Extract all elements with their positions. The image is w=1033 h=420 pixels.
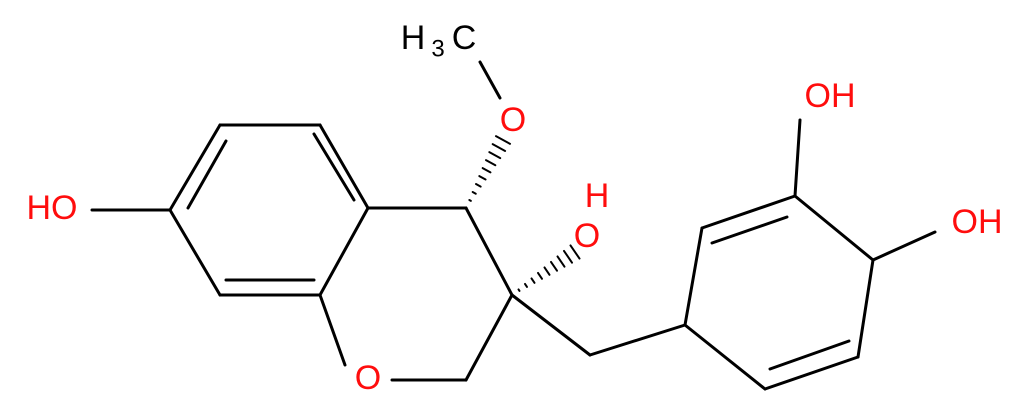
atom-label: O — [355, 359, 381, 397]
atom-label: O — [500, 101, 526, 139]
hash-line — [562, 249, 574, 264]
bond — [588, 323, 687, 357]
bond — [312, 132, 356, 202]
bond — [871, 230, 937, 262]
bond — [683, 226, 704, 327]
bond — [464, 206, 514, 297]
hash-line — [471, 191, 477, 195]
hash-line — [491, 143, 507, 152]
hash-line — [536, 271, 544, 280]
atom-label: HO — [27, 189, 78, 227]
bond — [464, 293, 514, 382]
atom-label: H — [401, 19, 426, 57]
hashed-wedge — [517, 244, 581, 292]
bond — [856, 258, 875, 359]
bonds — [90, 60, 937, 391]
hash-line — [523, 282, 529, 288]
atom-label: OH — [952, 203, 1003, 241]
hash-line — [569, 244, 581, 260]
hash-line — [494, 135, 512, 145]
bond — [318, 293, 347, 367]
bond — [763, 355, 860, 391]
bond — [168, 123, 222, 212]
bond — [318, 123, 370, 210]
bond — [700, 194, 797, 230]
atom-label: H — [585, 177, 610, 215]
atom-subscript: 3 — [431, 35, 444, 62]
bond — [710, 215, 789, 245]
atom-label: O — [574, 217, 600, 255]
bond — [318, 206, 370, 297]
hash-line — [488, 151, 502, 160]
bond — [510, 293, 592, 357]
hashed-wedge — [468, 135, 512, 202]
atom-label: OH — [805, 77, 856, 115]
bond — [168, 208, 222, 297]
bond — [186, 139, 228, 210]
bond — [793, 118, 802, 198]
hash-line — [474, 183, 482, 188]
hash-line — [530, 277, 536, 284]
hash-line — [549, 260, 559, 272]
hash-line — [517, 288, 521, 292]
bond — [683, 323, 767, 391]
bond — [768, 339, 851, 371]
hash-line — [468, 199, 472, 202]
bond — [793, 194, 875, 262]
hash-line — [543, 266, 551, 276]
hash-line — [484, 159, 497, 167]
hash-line — [481, 167, 492, 174]
bond — [478, 60, 502, 100]
hash-line — [556, 255, 566, 268]
hash-line — [478, 175, 487, 181]
atom-label: C — [452, 19, 477, 57]
